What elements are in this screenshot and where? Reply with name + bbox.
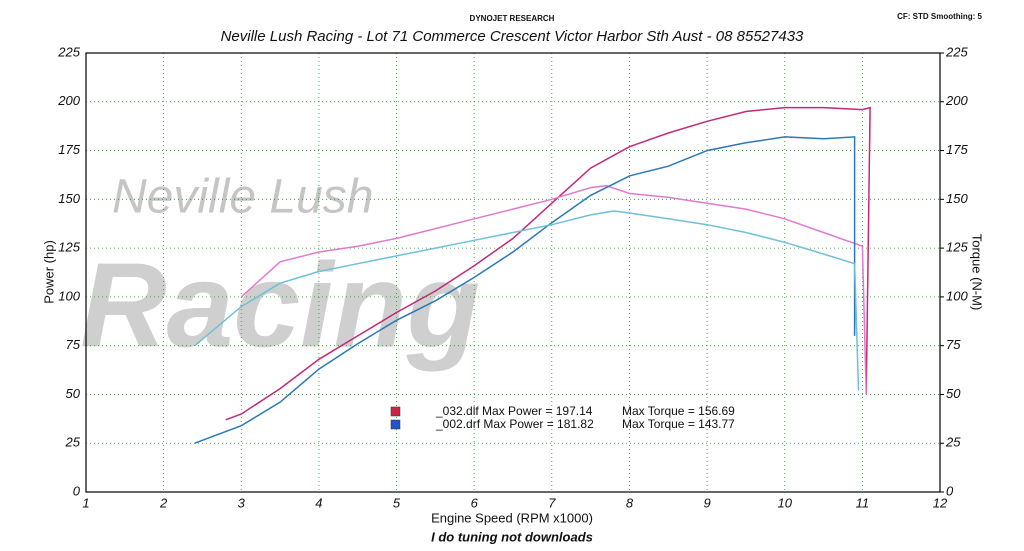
x-tick-label: 5: [393, 495, 401, 510]
y2-tick-label: 200: [945, 93, 968, 108]
y2-tick-label: 0: [946, 483, 954, 498]
x-tick-label: 4: [315, 495, 322, 510]
y-tick-label: 75: [66, 337, 81, 352]
x-tick-label: 10: [777, 495, 792, 510]
x-tick-label: 9: [703, 495, 710, 510]
header-brand: DYNOJET RESEARCH: [470, 14, 555, 23]
data-line: [240, 184, 867, 395]
data-line: [194, 210, 860, 391]
x-tick-label: 6: [471, 495, 479, 510]
legend-text: Max Torque = 143.77: [622, 417, 735, 431]
data-line: [194, 136, 856, 444]
y2-tick-label: 25: [945, 435, 961, 450]
watermark: Racing: [80, 239, 480, 373]
y2-tick-label: 100: [946, 288, 968, 303]
y2-tick-label: 150: [946, 191, 968, 206]
y-axis-label: Power (hp): [41, 240, 56, 304]
legend-swatch: [390, 419, 401, 430]
x-tick-label: 3: [238, 495, 246, 510]
y-tick-label: 50: [66, 386, 81, 401]
legend-text: _002.drf Max Power = 181.82: [435, 417, 594, 431]
x-tick-label: 1: [82, 495, 89, 510]
legend-text: _032.dlf Max Power = 197.14: [435, 404, 593, 418]
y-tick-label: 0: [73, 483, 81, 498]
y2-axis-label: Torque (N-M): [970, 234, 985, 311]
y2-tick-label: 175: [946, 142, 968, 157]
y-tick-label: 25: [65, 435, 81, 450]
x-tick-label: 2: [159, 495, 168, 510]
footer: I do tuning not downloads: [431, 529, 593, 544]
y-tick-label: 200: [57, 93, 80, 108]
y2-tick-label: 125: [946, 240, 968, 255]
y-tick-label: 150: [58, 191, 80, 206]
legend-text: Max Torque = 156.69: [622, 404, 735, 418]
chart-title: Neville Lush Racing - Lot 71 Commerce Cr…: [221, 28, 804, 45]
y-tick-label: 225: [57, 44, 80, 59]
watermark: Neville Lush: [112, 171, 373, 224]
x-tick-label: 8: [626, 495, 634, 510]
data-line: [225, 106, 871, 421]
y-tick-label: 175: [58, 142, 80, 157]
y2-tick-label: 50: [946, 386, 961, 401]
y2-tick-label: 225: [945, 44, 968, 59]
y2-tick-label: 75: [946, 337, 961, 352]
x-tick-label: 11: [856, 495, 870, 510]
header-settings: CF: STD Smoothing: 5: [897, 12, 982, 21]
x-axis-label: Engine Speed (RPM x1000): [431, 510, 593, 525]
y-tick-label: 100: [58, 288, 80, 303]
legend-swatch: [390, 406, 401, 417]
y-tick-label: 125: [58, 240, 80, 255]
plot-frame: [85, 52, 941, 493]
x-tick-label: 12: [933, 495, 948, 510]
x-tick-label: 7: [548, 495, 556, 510]
